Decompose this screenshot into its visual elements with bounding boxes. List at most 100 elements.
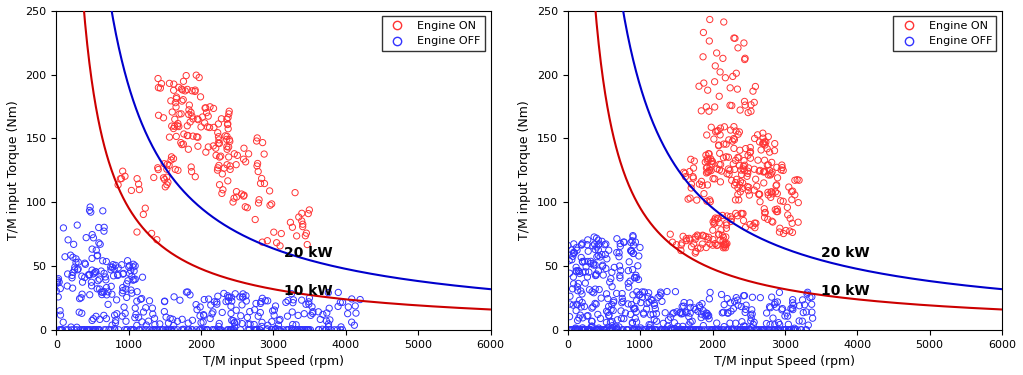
Point bbox=[784, 197, 800, 203]
Point bbox=[283, 291, 300, 297]
Point bbox=[700, 182, 716, 188]
Point bbox=[210, 121, 226, 127]
Point bbox=[723, 218, 740, 224]
Point bbox=[779, 310, 795, 316]
Point bbox=[655, 320, 671, 326]
Point bbox=[224, 327, 240, 333]
Point bbox=[275, 327, 292, 333]
Point bbox=[98, 258, 115, 264]
Point bbox=[262, 202, 278, 208]
Point bbox=[667, 326, 683, 332]
Point bbox=[162, 315, 178, 321]
Point bbox=[692, 303, 708, 309]
Point bbox=[662, 314, 678, 320]
Point bbox=[590, 237, 607, 243]
Point bbox=[741, 165, 757, 171]
Point bbox=[566, 251, 582, 257]
Point bbox=[129, 289, 145, 295]
Point bbox=[580, 258, 596, 264]
Point bbox=[732, 210, 749, 216]
Point bbox=[717, 241, 733, 247]
Point bbox=[98, 277, 115, 283]
Point bbox=[588, 272, 605, 278]
Point bbox=[568, 264, 584, 270]
Point bbox=[220, 298, 236, 304]
Point bbox=[705, 237, 721, 243]
Point bbox=[138, 327, 154, 333]
Point bbox=[661, 327, 677, 333]
Point bbox=[733, 319, 750, 325]
Point bbox=[176, 327, 192, 333]
Point bbox=[729, 86, 746, 92]
Point bbox=[280, 327, 297, 333]
Point bbox=[214, 309, 230, 315]
Point bbox=[235, 145, 252, 151]
Point bbox=[241, 321, 258, 327]
Point bbox=[90, 225, 106, 231]
Point bbox=[711, 220, 727, 226]
Point bbox=[602, 327, 618, 333]
Point bbox=[643, 327, 660, 333]
Point bbox=[233, 191, 250, 197]
Point bbox=[85, 316, 101, 322]
Point bbox=[620, 280, 636, 286]
Point bbox=[129, 322, 145, 328]
Point bbox=[87, 327, 103, 333]
Point bbox=[583, 323, 599, 329]
Point bbox=[168, 134, 184, 140]
Point bbox=[598, 308, 615, 314]
Point bbox=[781, 327, 797, 333]
Point bbox=[587, 273, 604, 279]
Point bbox=[596, 242, 613, 248]
Point bbox=[125, 264, 141, 270]
Point bbox=[728, 70, 745, 76]
Point bbox=[751, 192, 767, 198]
Point bbox=[52, 308, 69, 314]
Point bbox=[173, 111, 189, 117]
Point bbox=[104, 322, 121, 328]
Point bbox=[164, 109, 180, 115]
Point bbox=[246, 321, 262, 327]
Point bbox=[277, 299, 294, 305]
Point bbox=[614, 300, 630, 306]
Point bbox=[572, 270, 588, 276]
Point bbox=[134, 319, 150, 325]
Point bbox=[102, 264, 119, 270]
Point bbox=[699, 158, 715, 164]
Point bbox=[726, 35, 743, 41]
Point bbox=[82, 204, 98, 210]
Point bbox=[706, 136, 722, 142]
Point bbox=[182, 119, 198, 125]
Point bbox=[222, 327, 238, 333]
Point bbox=[709, 242, 725, 248]
Point bbox=[697, 327, 713, 333]
Point bbox=[225, 199, 241, 205]
Point bbox=[575, 259, 591, 265]
Point bbox=[678, 236, 695, 242]
Point bbox=[766, 322, 783, 328]
Point bbox=[701, 312, 717, 318]
Point bbox=[607, 327, 623, 333]
Point bbox=[120, 258, 136, 264]
Point bbox=[91, 286, 107, 292]
Point bbox=[624, 320, 640, 326]
Point bbox=[217, 133, 233, 139]
Point bbox=[628, 272, 644, 278]
Point bbox=[615, 298, 631, 304]
Point bbox=[151, 321, 168, 327]
Point bbox=[103, 291, 120, 297]
Point bbox=[254, 239, 270, 245]
Point bbox=[748, 327, 764, 333]
Point bbox=[701, 296, 717, 302]
Point bbox=[721, 167, 738, 173]
Point bbox=[721, 171, 738, 177]
Point bbox=[131, 181, 147, 187]
Point bbox=[228, 307, 244, 313]
Point bbox=[175, 78, 191, 84]
Point bbox=[764, 169, 781, 175]
Point bbox=[180, 327, 196, 333]
Point bbox=[727, 210, 744, 216]
Point bbox=[709, 166, 725, 172]
Point bbox=[716, 324, 732, 330]
Point bbox=[188, 327, 205, 333]
